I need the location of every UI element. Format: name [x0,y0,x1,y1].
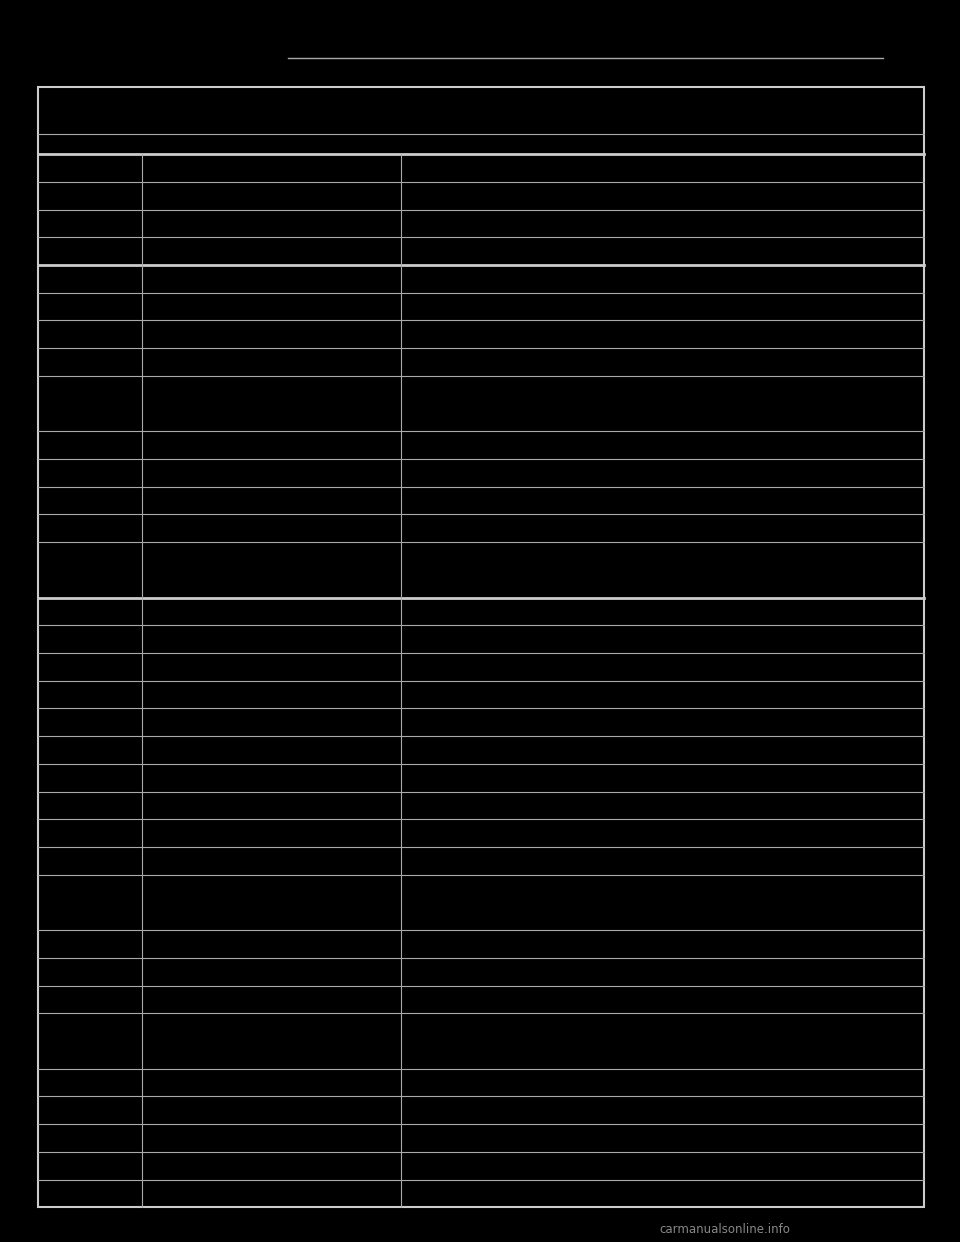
Text: carmanualsonline.info: carmanualsonline.info [660,1223,790,1236]
